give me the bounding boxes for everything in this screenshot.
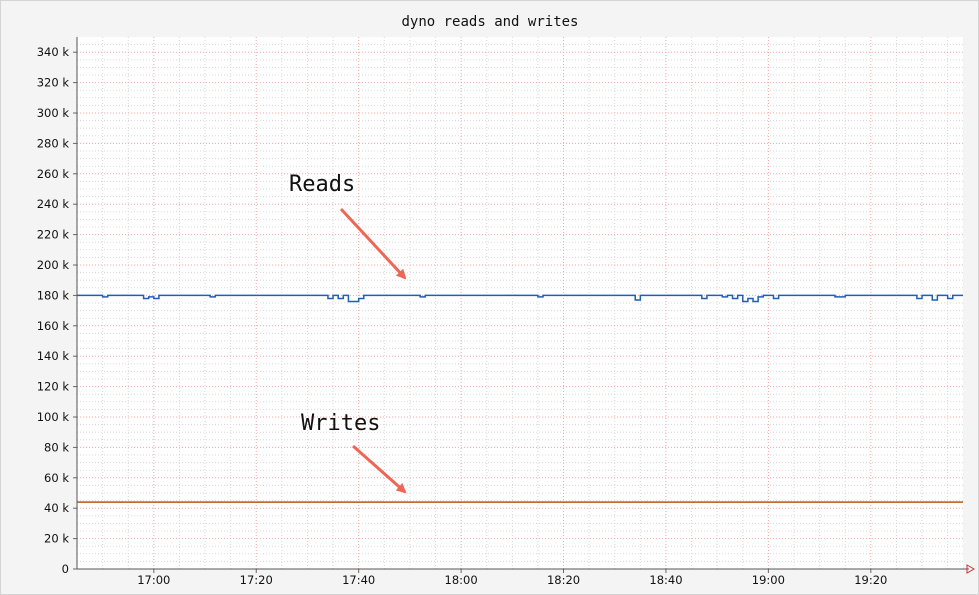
y-tick-label: 40 k bbox=[44, 501, 69, 515]
x-axis-arrow-icon bbox=[966, 564, 976, 574]
x-tick-label: 17:40 bbox=[342, 573, 375, 587]
series-line-0 bbox=[77, 294, 963, 303]
y-tick-label: 340 k bbox=[37, 45, 70, 59]
annotations: Reads Writes bbox=[289, 172, 407, 494]
y-tick-label: 160 k bbox=[37, 319, 70, 333]
x-tick-label: 18:20 bbox=[547, 573, 580, 587]
y-axis-tick-labels: 0 20 k 40 k 60 k 80 k 100 k 120 k 140 k 160 k 180… bbox=[37, 45, 70, 576]
y-tick-label: 220 k bbox=[37, 228, 70, 242]
y-tick-label: 200 k bbox=[37, 258, 70, 272]
x-tick-label: 17:20 bbox=[240, 573, 273, 587]
minor-grid bbox=[77, 37, 963, 569]
y-tick-label: 100 k bbox=[37, 410, 70, 424]
series-layer bbox=[77, 294, 963, 503]
y-tick-label: 120 k bbox=[37, 380, 70, 394]
y-tick-label: 180 k bbox=[37, 288, 70, 302]
x-axis-tick-labels: 17:00 17:20 17:40 18:00 18:20 18:40 19:00 19:20 bbox=[137, 573, 887, 587]
axes bbox=[73, 37, 976, 574]
annotation-label: Reads bbox=[289, 172, 355, 197]
x-tick-label: 18:40 bbox=[649, 573, 682, 587]
y-tick-label: 300 k bbox=[37, 106, 70, 120]
y-tick-label: 260 k bbox=[37, 167, 70, 181]
chart-title: dyno reads and writes bbox=[401, 14, 578, 30]
x-tick-label: 19:00 bbox=[752, 573, 785, 587]
y-tick-label: 60 k bbox=[44, 471, 69, 485]
annotation-arrow-icon bbox=[339, 207, 407, 280]
annotation-arrow-icon bbox=[352, 444, 407, 494]
y-tick-label: 80 k bbox=[44, 440, 69, 454]
annotation-label: Writes bbox=[301, 411, 380, 436]
y-tick-label: 240 k bbox=[37, 197, 70, 211]
y-tick-label: 280 k bbox=[37, 136, 70, 150]
y-tick-label: 140 k bbox=[37, 349, 70, 363]
x-tick-label: 19:20 bbox=[854, 573, 887, 587]
y-tick-label: 0 bbox=[62, 562, 69, 576]
x-tick-label: 17:00 bbox=[137, 573, 170, 587]
y-tick-label: 20 k bbox=[44, 532, 69, 546]
x-tick-label: 18:00 bbox=[445, 573, 478, 587]
y-tick-label: 320 k bbox=[37, 76, 70, 90]
